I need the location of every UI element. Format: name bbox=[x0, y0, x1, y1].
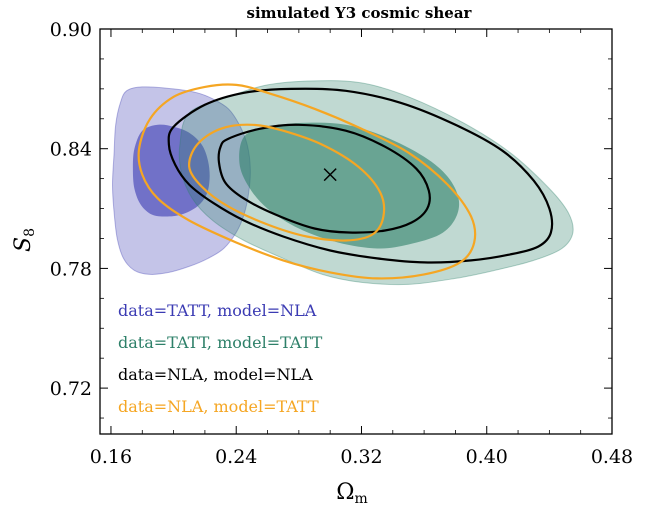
series-4-contours bbox=[137, 83, 477, 280]
legend-entry-4: data=NLA, model=TATT bbox=[118, 397, 319, 416]
legend-entry-2: data=TATT, model=TATT bbox=[118, 333, 323, 352]
series-3-inner-contour bbox=[217, 123, 431, 234]
x-tick-label: 0.32 bbox=[340, 446, 382, 468]
x-tick-label: 0.24 bbox=[215, 446, 257, 468]
x-tick-label: 0.40 bbox=[466, 446, 508, 468]
legend-entry-1: data=TATT, model=NLA bbox=[118, 301, 317, 320]
x-ticks: 0.16 0.24 0.32 0.40 0.48 bbox=[90, 29, 633, 468]
y-tick-label: 0.90 bbox=[50, 19, 92, 41]
legend: data=TATT, model=NLA data=TATT, model=TAT… bbox=[118, 301, 323, 416]
x-tick-label: 0.48 bbox=[591, 446, 633, 468]
series-4-inner-contour bbox=[188, 123, 386, 242]
y-axis-label: S8 bbox=[11, 228, 38, 252]
x-axis-label: Ωm bbox=[336, 480, 368, 507]
y-tick-label: 0.72 bbox=[50, 378, 92, 400]
y-tick-label: 0.78 bbox=[50, 258, 92, 280]
series-3-contours bbox=[167, 87, 554, 264]
x-axis-label-sub: m bbox=[354, 491, 367, 507]
series-3-outer-contour bbox=[167, 87, 554, 264]
series-2-inner-contour bbox=[239, 122, 460, 249]
y-tick-label: 0.84 bbox=[50, 139, 92, 161]
x-tick-label: 0.16 bbox=[90, 446, 132, 468]
y-axis-label-main: S bbox=[11, 237, 36, 252]
x-axis-label-main: Ω bbox=[336, 480, 354, 505]
y-axis-label-sub: 8 bbox=[22, 228, 38, 237]
contour-layer bbox=[111, 80, 574, 286]
chart-title: simulated Y3 cosmic shear bbox=[247, 4, 473, 22]
plot-frame bbox=[99, 28, 613, 435]
marker-stroke-2 bbox=[323, 168, 337, 182]
y-ticks: 0.72 0.78 0.84 0.90 bbox=[50, 19, 612, 419]
series-4-outer-contour bbox=[137, 83, 477, 280]
fiducial-marker bbox=[323, 168, 337, 182]
legend-entry-3: data=NLA, model=NLA bbox=[118, 365, 313, 384]
